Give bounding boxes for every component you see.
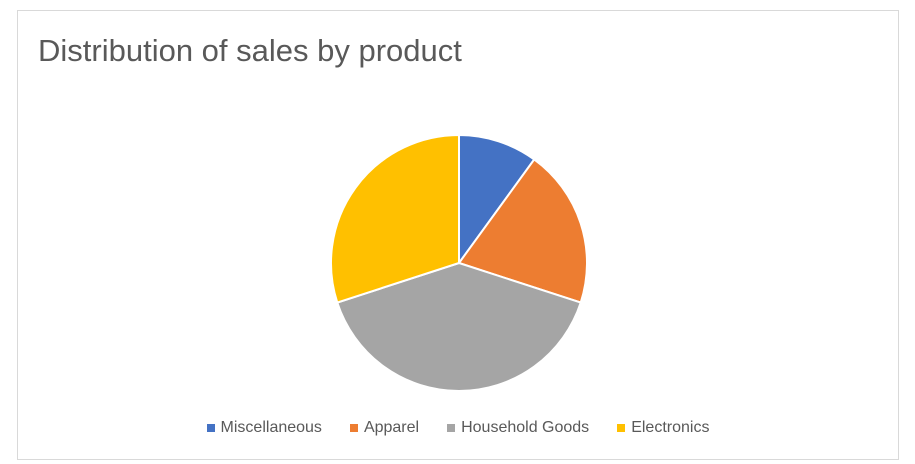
legend-item-electronics: Electronics	[617, 419, 709, 437]
legend-item-miscellaneous: Miscellaneous	[206, 419, 322, 437]
pie-slice-household-goods	[336, 261, 582, 392]
pie-slice-electronics	[330, 133, 460, 304]
pie-chart	[330, 133, 588, 392]
legend-swatch	[617, 424, 626, 432]
pie-slice-miscellaneous	[458, 133, 536, 267]
legend-item-household-goods: Household Goods	[447, 419, 589, 437]
pie-slice-apparel	[457, 158, 588, 304]
legend-swatch	[447, 424, 456, 432]
chart-title: Distribution of sales by product	[38, 33, 462, 68]
legend-swatch	[206, 424, 215, 432]
legend-swatch	[349, 424, 358, 432]
legend-label: Household Goods	[461, 419, 590, 436]
legend-item-apparel: Apparel	[349, 419, 420, 437]
legend-label: Miscellaneous	[220, 419, 322, 436]
chart-legend: Miscellaneous Apparel Household Goods Elect…	[18, 419, 898, 437]
chart-area: Distribution of sales by product Miscell…	[17, 10, 899, 460]
legend-label: Electronics	[631, 419, 710, 436]
legend-label: Apparel	[363, 419, 420, 436]
